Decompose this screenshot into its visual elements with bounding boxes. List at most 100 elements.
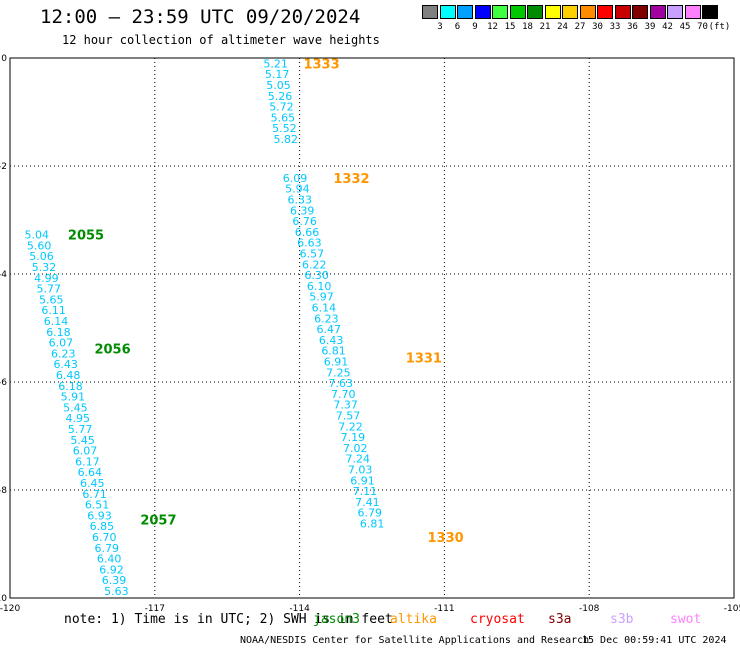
- swh-value: 6.40: [97, 553, 122, 566]
- legend-swatch: [509, 5, 526, 19]
- swh-value: 6.43: [53, 358, 78, 371]
- legend-label: 6: [454, 22, 461, 32]
- swh-value: 5.63: [104, 585, 128, 598]
- legend-label: 33: [609, 22, 621, 32]
- legend-label: 42: [662, 22, 673, 32]
- swh-value: 7.24: [345, 453, 370, 466]
- swh-value: 5.04: [24, 229, 49, 242]
- swh-value: 7.57: [336, 409, 361, 422]
- swh-value: 6.09: [283, 172, 308, 185]
- swh-value: 6.07: [49, 337, 74, 350]
- swh-value: 7.25: [326, 366, 351, 379]
- legend-swatch: [422, 5, 438, 19]
- swh-value: 5.97: [309, 291, 334, 304]
- swh-value: 5.45: [70, 434, 95, 447]
- swh-value: 6.47: [316, 323, 341, 336]
- footer-note: note: 1) Time is in UTC; 2) SWH is in fe…: [64, 612, 393, 627]
- swh-value: 6.48: [56, 369, 81, 382]
- swh-value: 6.23: [314, 312, 339, 325]
- swh-value: 6.71: [82, 488, 107, 501]
- legend-swatch: [492, 5, 508, 19]
- legend-swatch: [614, 5, 631, 19]
- swh-value: 7.11: [353, 485, 378, 498]
- swh-value: 6.66: [295, 226, 320, 239]
- swh-value: 6.93: [87, 509, 112, 522]
- swh-value: 6.79: [358, 507, 383, 520]
- legend-swatch: [667, 5, 683, 19]
- legend-swatch: [439, 5, 456, 19]
- x-tick-label: -120: [0, 604, 20, 614]
- legend-swatch: [649, 5, 666, 19]
- x-tick-label: -105: [724, 604, 740, 614]
- swh-value: 6.07: [73, 445, 98, 458]
- satellite-altika: altika: [390, 612, 437, 627]
- map-frame: [9, 57, 735, 599]
- swh-value: 6.22: [302, 258, 327, 271]
- swh-value: 6.18: [58, 380, 82, 393]
- swh-value: 7.41: [355, 496, 380, 509]
- pass-label: 2056: [94, 343, 130, 358]
- swh-value: 6.23: [51, 347, 76, 360]
- swh-value: 5.21: [263, 57, 288, 70]
- swh-value: 6.57: [300, 247, 325, 260]
- satellite-jason3: jason3: [313, 612, 360, 627]
- swh-value: 6.17: [75, 455, 100, 468]
- swh-value: 5.45: [63, 401, 88, 414]
- y-tick-label: -6: [0, 378, 7, 388]
- y-tick-label: -8: [0, 486, 7, 496]
- legend-label: 70: [697, 22, 708, 32]
- swh-value: 5.65: [39, 293, 64, 306]
- pass-label: 2057: [140, 514, 176, 529]
- legend-swatch: [579, 5, 596, 19]
- swh-value: 5.82: [274, 133, 299, 146]
- legend-label: 12: [487, 22, 498, 32]
- swh-value: 6.18: [46, 326, 70, 339]
- swh-value: 7.63: [329, 377, 354, 390]
- swh-value: 6.51: [85, 499, 110, 512]
- swh-value: 5.17: [265, 68, 290, 81]
- swh-value: 6.30: [304, 269, 329, 282]
- swh-value: 5.60: [27, 239, 52, 252]
- swh-value: 5.91: [61, 391, 86, 404]
- swh-value: 6.91: [350, 474, 375, 487]
- satellite-s3b: s3b: [610, 612, 634, 627]
- x-tick-label: -114: [289, 604, 310, 614]
- swh-value: 5.52: [272, 122, 297, 135]
- swh-value: 5.06: [29, 250, 54, 263]
- credit-line: NOAA/NESDIS Center for Satellite Applica…: [240, 635, 590, 646]
- x-tick-label: -108: [579, 604, 600, 614]
- satellite-cryosat: cryosat: [470, 612, 525, 627]
- legend-label: 9: [472, 22, 478, 32]
- pass-label: 2055: [68, 229, 104, 244]
- pass-label: 1330: [428, 531, 464, 546]
- swh-value: 6.92: [99, 563, 124, 576]
- legend-label: 21: [539, 22, 551, 32]
- swh-value: 6.79: [94, 542, 119, 555]
- legend-swatch: [562, 5, 578, 19]
- swh-value: 6.81: [360, 517, 385, 530]
- y-tick-label: -10: [0, 594, 7, 604]
- satellite-s3a: s3a: [548, 612, 572, 627]
- swh-value: 5.72: [269, 101, 294, 114]
- legend-swatch: [474, 5, 491, 19]
- swh-value: 5.77: [37, 283, 62, 296]
- legend-label: 27: [574, 22, 586, 32]
- swh-value: 5.26: [268, 90, 293, 103]
- swh-value: 5.94: [285, 183, 310, 196]
- swh-value: 6.64: [78, 466, 103, 479]
- pass-label: 1333: [303, 57, 339, 72]
- swh-value: 7.03: [348, 463, 373, 476]
- swh-value: 6.39: [102, 574, 127, 587]
- swh-value: 4.95: [66, 412, 91, 425]
- swh-value: 6.81: [321, 345, 346, 358]
- swh-value: 5.65: [271, 111, 296, 124]
- swh-value: 6.85: [90, 520, 115, 533]
- x-tick-label: -117: [145, 604, 165, 614]
- map-title: 12:00 — 23:59 UTC 09/20/2024: [40, 6, 361, 28]
- legend-swatch: [632, 5, 648, 19]
- swh-value: 6.14: [312, 301, 337, 314]
- legend-swatch: [457, 5, 473, 19]
- legend-swatch: [597, 5, 613, 19]
- x-tick-label: -111: [434, 604, 454, 614]
- swh-value: 6.11: [41, 304, 66, 317]
